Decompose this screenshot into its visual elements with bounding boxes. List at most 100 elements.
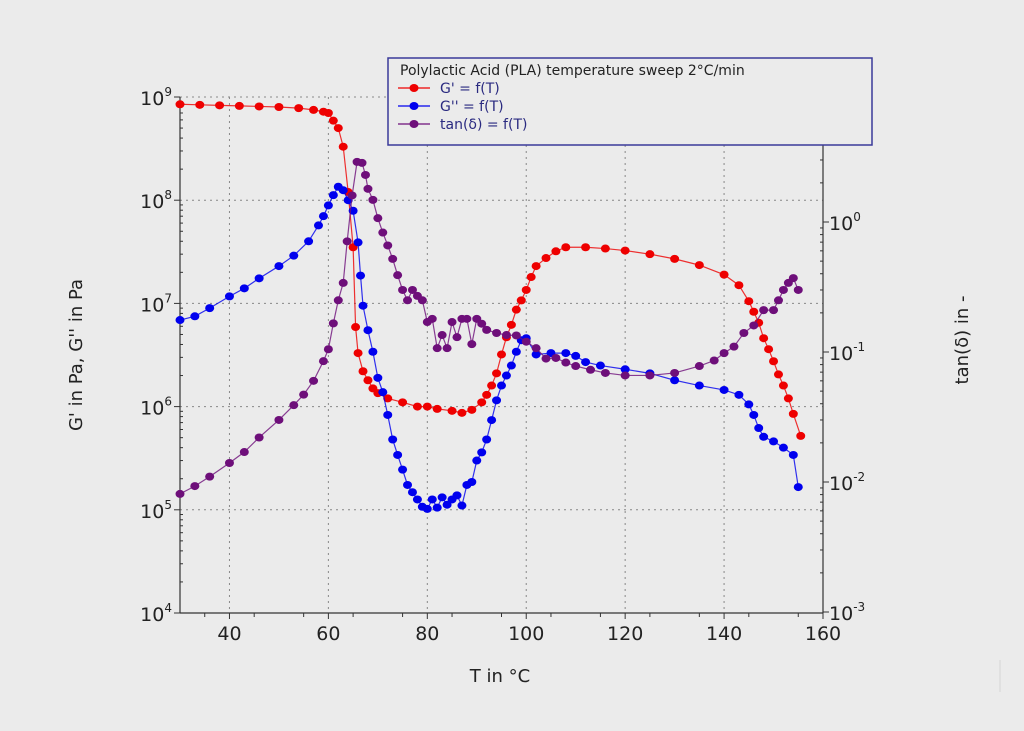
data-point: [353, 238, 363, 247]
tick-base: 10: [829, 473, 853, 495]
data-point: [274, 103, 284, 112]
data-point: [482, 390, 492, 399]
data-point: [586, 365, 596, 374]
data-point: [403, 480, 413, 489]
data-point: [442, 344, 452, 353]
data-point: [467, 477, 477, 486]
data-point: [521, 285, 531, 294]
tick-exponent: 5: [164, 498, 172, 512]
x-tick-label: 100: [508, 623, 544, 645]
data-point: [729, 342, 739, 351]
data-point: [645, 371, 655, 380]
data-point: [457, 408, 467, 417]
data-point: [299, 390, 309, 399]
data-point: [501, 371, 511, 380]
legend-marker: [409, 102, 419, 110]
data-point: [383, 394, 393, 403]
tick-base: 10: [140, 398, 164, 420]
x-tick-label: 60: [316, 623, 340, 645]
data-point: [744, 297, 754, 306]
legend-label: G'' = f(T): [440, 99, 504, 115]
tick-base: 10: [140, 191, 164, 213]
legend-label: G' = f(T): [440, 81, 500, 97]
data-point: [254, 274, 264, 283]
legend-label: tan(δ) = f(T): [440, 117, 527, 133]
data-point: [328, 191, 338, 200]
data-point: [304, 237, 314, 246]
data-point: [447, 406, 457, 415]
data-point: [482, 435, 492, 444]
data-point: [239, 448, 249, 457]
data-point: [289, 401, 299, 410]
series-0: [175, 100, 806, 440]
y-right-tick-label: 10-1: [829, 340, 865, 365]
data-point: [388, 254, 398, 263]
legend-box: [387, 57, 873, 146]
data-point: [521, 337, 531, 346]
data-point: [749, 321, 759, 330]
data-point: [769, 437, 779, 446]
series-1: [175, 182, 803, 513]
data-point: [788, 274, 798, 283]
data-point: [432, 344, 442, 353]
data-point: [274, 262, 284, 271]
data-point: [353, 349, 363, 358]
data-point: [175, 316, 185, 325]
data-point: [477, 319, 487, 328]
data-point: [487, 416, 497, 425]
data-point: [224, 292, 234, 301]
data-point: [497, 381, 506, 390]
data-point: [447, 318, 457, 327]
data-point: [190, 482, 200, 491]
data-point: [600, 244, 610, 253]
tick-exponent: -2: [853, 470, 865, 484]
y-right-tick-label: 10-3: [829, 600, 865, 625]
data-point: [773, 296, 783, 305]
data-point: [313, 221, 323, 230]
x-tick-label: 160: [805, 623, 841, 645]
data-point: [437, 493, 447, 502]
data-point: [778, 381, 788, 390]
data-point: [338, 142, 348, 151]
data-point: [383, 241, 393, 250]
legend-marker: [409, 120, 419, 128]
y-right-tick-label: 10-2: [829, 470, 865, 495]
y-left-tick-label: 106: [140, 395, 172, 420]
series-2: [175, 157, 803, 498]
data-point: [487, 381, 497, 390]
data-point: [749, 307, 759, 316]
data-point: [719, 270, 729, 279]
data-point: [620, 246, 630, 255]
data-point: [338, 186, 348, 195]
data-point: [482, 325, 492, 334]
data-point: [778, 443, 788, 452]
data-point: [378, 388, 388, 397]
data-point: [351, 323, 361, 332]
data-point: [328, 319, 338, 328]
data-point: [333, 296, 343, 305]
data-point: [620, 371, 630, 380]
data-point: [309, 105, 319, 114]
data-point: [342, 237, 352, 246]
data-point: [318, 357, 328, 366]
data-point: [356, 271, 366, 280]
data-point: [734, 390, 744, 399]
data-point: [442, 500, 452, 509]
data-point: [195, 100, 205, 109]
data-point: [347, 191, 357, 200]
data-point: [427, 314, 437, 323]
tick-base: 10: [140, 294, 164, 316]
data-point: [368, 347, 378, 356]
data-point: [645, 250, 655, 259]
y-left-tick-label: 107: [140, 291, 172, 316]
data-point: [497, 350, 506, 359]
tick-exponent: 7: [164, 291, 172, 305]
data-point: [788, 450, 798, 459]
data-point: [472, 456, 482, 465]
data-point: [531, 344, 541, 353]
data-point: [358, 301, 368, 310]
y-right-tick-label: 100: [829, 210, 861, 235]
data-point: [694, 261, 704, 270]
data-point: [383, 410, 393, 419]
data-point: [422, 504, 432, 513]
